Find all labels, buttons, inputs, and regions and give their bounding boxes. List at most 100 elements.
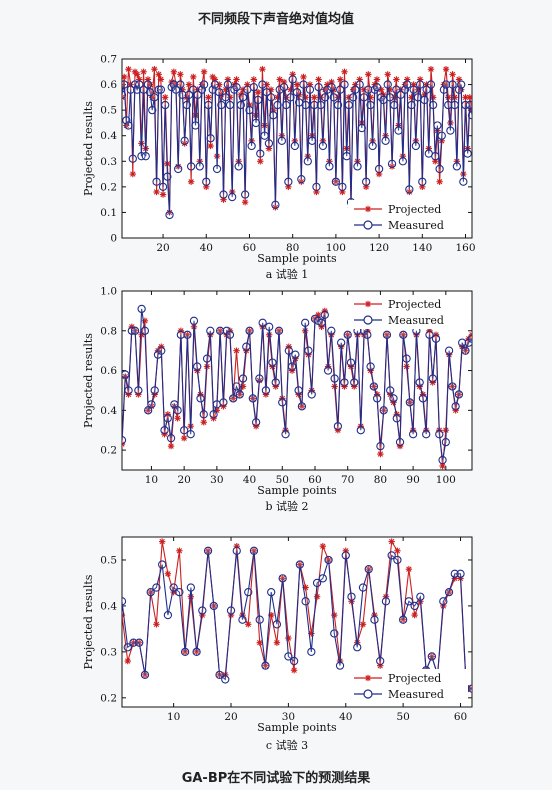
data-point-measured [450,100,459,110]
data-point-measured [152,177,161,186]
y-tick-label: 0.2 [100,445,117,457]
chart-caption: c 试验 3 [266,738,308,752]
x-axis-label: Sample points [257,721,337,734]
y-tick-label: 0.5 [100,105,117,117]
data-point-measured [206,326,215,335]
data-point-measured [178,90,187,99]
data-point-projected [245,621,252,628]
data-point-measured [337,338,346,347]
data-point-projected [359,621,367,628]
data-point-measured [433,121,442,130]
x-tick-label: 10 [145,474,158,486]
data-point-measured [203,546,213,555]
data-point-measured [392,85,401,94]
data-point-measured [122,80,129,89]
data-point-projected [157,76,165,83]
x-tick-label: 70 [341,474,354,486]
data-point-measured [184,90,194,99]
data-point-projected [319,542,327,550]
data-point-projected [190,73,197,81]
data-point-projected [200,419,207,426]
data-point-measured [196,394,205,403]
data-point-projected [285,634,292,642]
data-point-projected [256,639,263,646]
data-point-measured [199,410,208,419]
y-tick-label: 0.2 [100,181,117,193]
data-point-measured [456,569,465,578]
data-point-measured [129,638,138,647]
data-point-projected [200,68,208,75]
data-point-projected [241,199,249,206]
data-point-measured [209,601,218,611]
data-point-measured [426,80,436,89]
data-point-measured [372,394,382,403]
data-point-projected [388,538,395,545]
data-point-measured [318,141,328,151]
data-point-measured [278,398,287,407]
data-point-measured [438,455,447,465]
data-point-measured [215,326,225,335]
data-point-measured [273,100,282,110]
data-point-projected [468,331,472,338]
data-point-projected [436,178,443,185]
x-tick-label: 80 [374,474,387,486]
data-point-measured [228,192,237,202]
y-tick-label: 0.4 [100,130,117,142]
data-point-projected [442,66,450,73]
data-point-measured [415,80,425,89]
data-point-measured [289,656,299,666]
data-point-projected [393,76,400,83]
data-point-measured [249,82,258,92]
data-point-projected [403,363,410,370]
data-point-measured [158,560,167,569]
data-point-projected [174,415,181,422]
data-point-measured [193,362,202,371]
x-tick-label: 100 [436,474,456,486]
data-point-measured [452,162,462,171]
data-point-measured [353,643,362,652]
data-point-measured [333,422,343,431]
data-point-measured [320,93,330,102]
legend-marker [363,315,373,325]
data-point-measured [402,354,411,363]
data-point-projected [377,450,384,458]
data-point-measured [147,400,156,409]
x-axis-label: Sample points [257,252,337,265]
data-point-measured [264,139,274,148]
data-point-measured [422,430,431,439]
data-point-measured [225,100,235,110]
data-point-measured [279,82,289,92]
data-point-measured [266,93,276,102]
data-point-measured [383,80,392,89]
data-point-projected [365,71,372,78]
y-tick-label: 0.1 [100,207,117,219]
data-point-measured [274,326,284,335]
data-point-measured [310,100,319,110]
data-point-measured [122,597,127,606]
series-line-measured [122,550,472,690]
data-point-measured [148,105,157,115]
data-point-measured [418,177,427,186]
data-point-projected [181,140,188,147]
data-point-measured [198,606,207,615]
data-point-measured [363,330,372,339]
data-point-projected [164,570,172,577]
data-point-measured [174,164,183,174]
y-tick-label: 1.0 [100,286,117,298]
x-tick-label: 20 [177,474,190,486]
data-point-measured [353,162,362,171]
y-tick-label: 0 [110,233,117,245]
data-point-measured [290,141,299,151]
data-point-measured [199,80,209,89]
data-point-measured [407,100,416,110]
data-point-measured [431,152,440,161]
data-point-projected [207,142,214,150]
data-point-measured [381,597,391,606]
data-point-projected [187,593,195,600]
x-tick-label: 60 [454,711,467,723]
x-tick-label: 20 [224,711,237,723]
data-point-measured [244,587,253,597]
data-point-measured [450,569,459,578]
data-point-measured [143,80,153,89]
x-tick-label: 30 [210,474,223,486]
